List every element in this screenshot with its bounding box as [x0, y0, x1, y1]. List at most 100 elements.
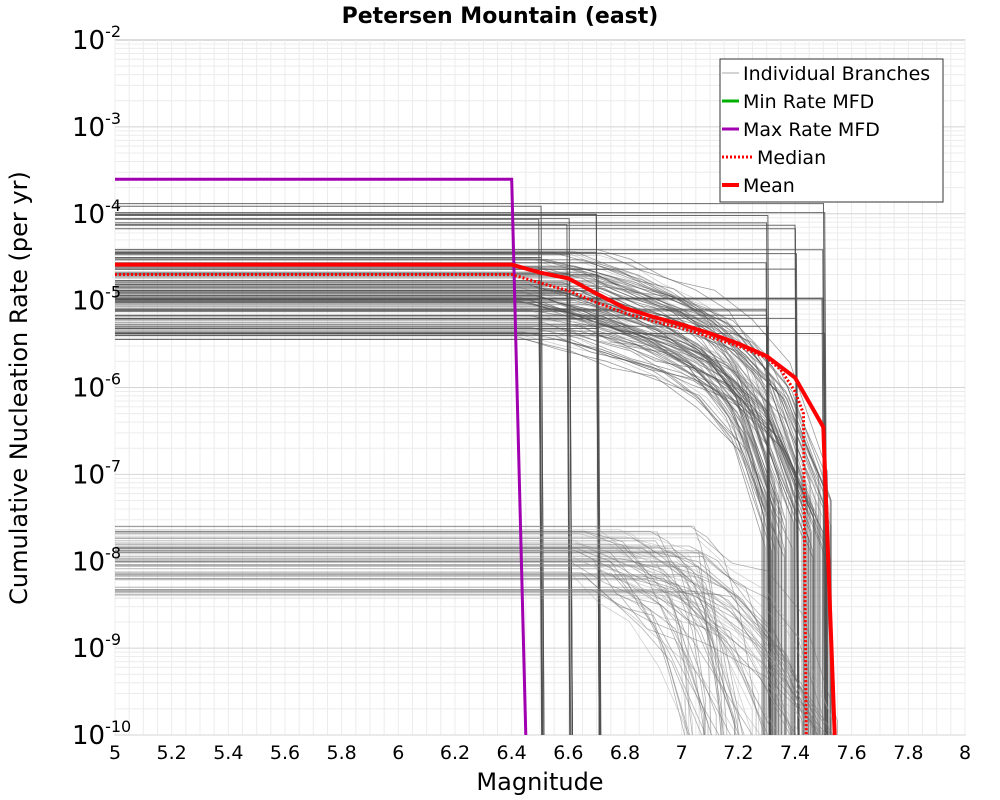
- x-tick-label: 5.6: [270, 742, 300, 764]
- y-tick-base: 10: [72, 113, 105, 143]
- y-tick-exponent: -3: [105, 109, 121, 128]
- branch-line: [115, 551, 740, 736]
- branch-line: [115, 334, 786, 735]
- branch-line: [115, 559, 769, 736]
- branch-line: [115, 294, 572, 736]
- branch-line: [115, 533, 838, 735]
- y-tick-label: 10-7: [72, 456, 121, 490]
- x-tick-label: 7.2: [723, 742, 753, 764]
- legend-label-min: Min Rate MFD: [743, 91, 874, 113]
- branch-line: [115, 575, 818, 736]
- y-tick-exponent: -10: [105, 717, 131, 736]
- x-tick-label: 5.2: [157, 742, 187, 764]
- branch-line: [115, 547, 815, 735]
- x-tick-label: 6: [392, 742, 404, 764]
- branch-line: [115, 302, 765, 735]
- branch-line: [115, 594, 692, 736]
- branch-line: [115, 325, 772, 736]
- branch-line: [115, 323, 777, 735]
- branch-line: [115, 538, 830, 735]
- y-tick-label: 10-6: [72, 370, 121, 404]
- y-tick-exponent: -2: [105, 22, 121, 41]
- branch-line: [115, 298, 826, 736]
- branch-line: [115, 537, 736, 735]
- branch-line: [115, 536, 792, 735]
- y-tick-exponent: -4: [105, 196, 121, 215]
- branch-line: [115, 565, 807, 736]
- branch-line: [115, 291, 788, 735]
- y-tick-label: 10-2: [72, 22, 121, 56]
- y-tick-label: 10-4: [72, 196, 121, 230]
- branch-line: [115, 556, 823, 736]
- branch-line: [115, 594, 731, 736]
- branch-line: [115, 546, 815, 735]
- y-tick-label: 10-3: [72, 109, 121, 143]
- branch-line: [115, 297, 827, 736]
- branch-line: [115, 259, 827, 735]
- branch-line: [115, 304, 787, 735]
- y-tick-base: 10: [72, 547, 105, 577]
- y-tick-base: 10: [72, 374, 105, 404]
- branch-line: [115, 548, 709, 735]
- branch-line: [115, 252, 828, 735]
- branch-line: [115, 282, 808, 735]
- branch-line: [115, 561, 828, 736]
- mean-line: [115, 262, 837, 736]
- y-axis-label: Cumulative Nucleation Rate (per yr): [5, 171, 33, 605]
- branch-line: [115, 542, 753, 735]
- branch-line: [115, 262, 803, 735]
- branch-line: [115, 530, 736, 735]
- y-tick-label: 10-8: [72, 543, 121, 577]
- branch-line: [115, 335, 814, 735]
- y-tick-base: 10: [72, 200, 105, 230]
- x-tick-label: 6.8: [610, 742, 640, 764]
- y-tick-exponent: -8: [105, 543, 121, 562]
- branch-line: [115, 304, 787, 735]
- x-tick-label: 7.6: [837, 742, 867, 764]
- branch-line: [115, 547, 803, 735]
- y-tick-label: 10-10: [72, 717, 131, 751]
- x-tick-label: 7.4: [780, 742, 810, 764]
- legend-label-branches: Individual Branches: [743, 63, 930, 85]
- x-axis-label: Magnitude: [476, 768, 603, 796]
- y-tick-base: 10: [72, 287, 105, 317]
- branch-line: [115, 550, 712, 736]
- x-tick-label: 5: [109, 742, 121, 764]
- legend: Individual Branches Min Rate MFD Max Rat…: [719, 58, 944, 203]
- branch-line: [115, 285, 829, 735]
- branch-line: [115, 538, 798, 735]
- branch-line: [115, 249, 827, 736]
- x-tick-label: 5.4: [213, 742, 243, 764]
- x-tick-label: 7: [676, 742, 688, 764]
- x-tick-label: 6.4: [497, 742, 527, 764]
- branch-line: [115, 589, 738, 736]
- branch-line: [115, 309, 820, 735]
- branch-line: [115, 531, 706, 735]
- y-axis-ticks: 10-210-310-410-510-610-710-810-910-10: [72, 22, 131, 751]
- branch-line: [115, 545, 804, 735]
- summary-series: [115, 177, 837, 736]
- branch-line: [115, 549, 783, 735]
- x-tick-label: 5.8: [327, 742, 357, 764]
- branch-line: [115, 250, 771, 735]
- branch-line: [115, 328, 601, 736]
- branch-line: [115, 590, 797, 736]
- x-tick-label: 6.6: [553, 742, 583, 764]
- branch-line: [115, 565, 722, 735]
- branch-line: [115, 276, 789, 735]
- branch-line: [115, 338, 814, 735]
- branch-line: [115, 525, 722, 735]
- x-axis-ticks: 5 5.2 5.4 5.6 5.8 6 6.2 6.4 6.6 6.8 7 7.2 7.4 7.6 7.8 8: [109, 742, 971, 764]
- y-tick-exponent: -9: [105, 630, 121, 649]
- y-tick-base: 10: [72, 460, 105, 490]
- y-tick-base: 10: [72, 634, 105, 664]
- x-tick-label: 6.2: [440, 742, 470, 764]
- y-tick-exponent: -7: [105, 456, 121, 475]
- y-tick-exponent: -6: [105, 370, 121, 389]
- branch-line: [115, 299, 810, 735]
- branch-line: [115, 272, 777, 735]
- legend-label-max: Max Rate MFD: [743, 119, 880, 141]
- y-tick-label: 10-9: [72, 630, 121, 664]
- branch-line: [115, 574, 725, 736]
- legend-label-median: Median: [757, 147, 826, 169]
